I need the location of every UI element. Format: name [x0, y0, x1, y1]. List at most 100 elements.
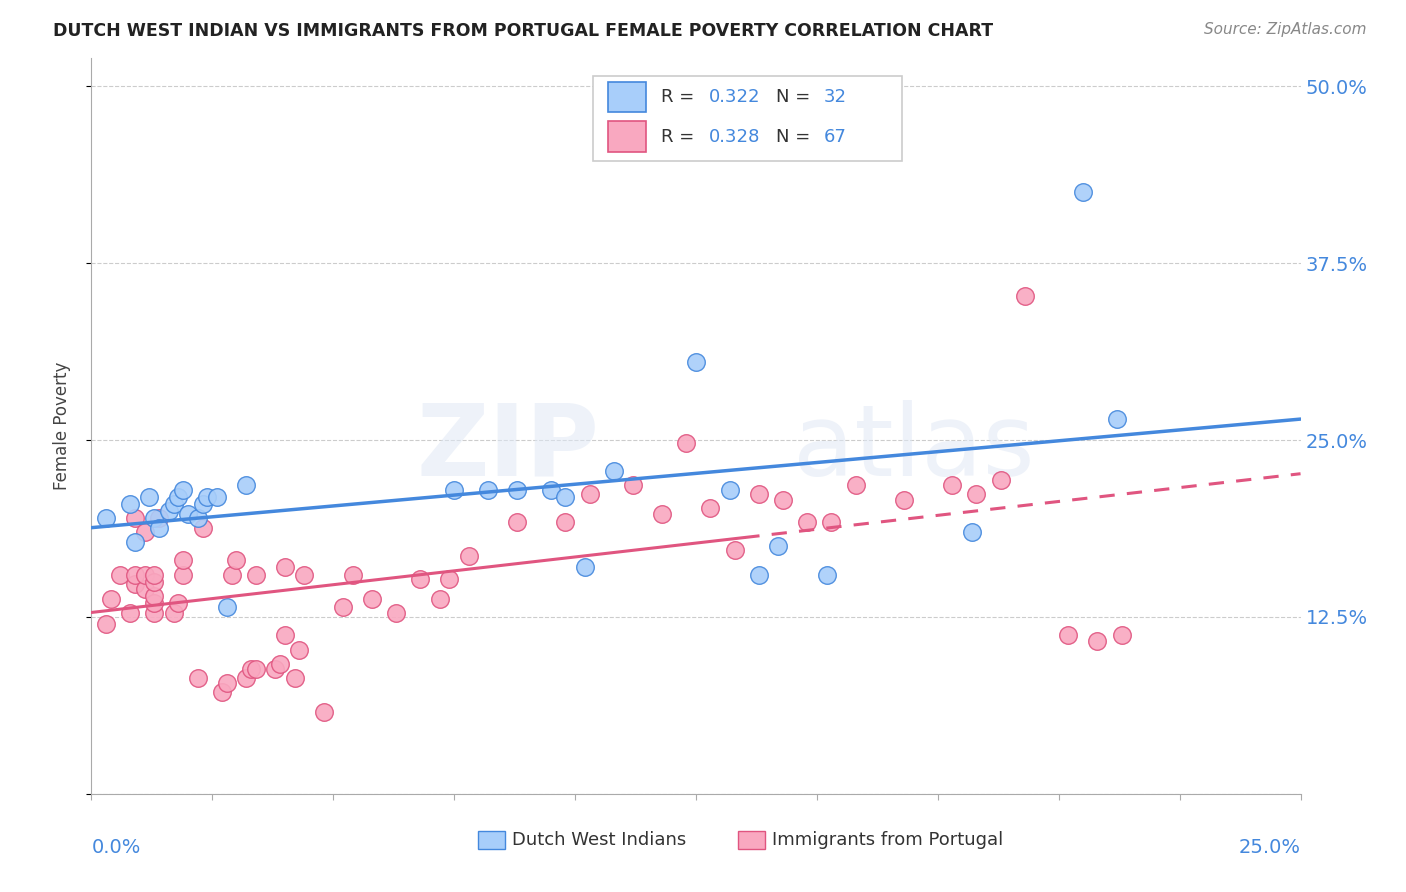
Point: [718, 483, 741, 497]
Point: [332, 600, 354, 615]
Point: [292, 567, 315, 582]
Point: [124, 511, 146, 525]
Text: Dutch West Indians: Dutch West Indians: [512, 830, 686, 848]
Point: [675, 436, 697, 450]
Point: [110, 567, 132, 582]
Bar: [738, 830, 765, 849]
Point: [554, 515, 576, 529]
Text: 32: 32: [824, 88, 848, 106]
Point: [162, 606, 184, 620]
Point: [269, 657, 291, 671]
Point: [439, 572, 461, 586]
Text: Immigrants from Portugal: Immigrants from Portugal: [772, 830, 1004, 848]
Point: [724, 543, 747, 558]
Point: [215, 600, 238, 615]
Point: [312, 705, 335, 719]
Point: [796, 515, 818, 529]
Point: [685, 355, 707, 369]
Point: [651, 507, 673, 521]
Point: [1057, 628, 1080, 642]
Point: [134, 524, 156, 539]
Point: [409, 572, 432, 586]
Point: [342, 567, 364, 582]
Point: [578, 487, 600, 501]
Point: [187, 671, 209, 685]
Point: [148, 511, 170, 525]
Point: [167, 596, 190, 610]
Point: [197, 490, 219, 504]
Point: [191, 521, 214, 535]
Point: [172, 483, 194, 497]
Point: [138, 490, 160, 504]
Point: [240, 662, 263, 676]
Point: [143, 606, 166, 620]
Point: [134, 567, 156, 582]
Point: [893, 492, 915, 507]
Point: [820, 515, 842, 529]
Point: [772, 492, 794, 507]
Text: N =: N =: [776, 128, 815, 145]
Point: [1105, 412, 1128, 426]
Point: [990, 473, 1012, 487]
Point: [134, 582, 156, 596]
Text: 0.322: 0.322: [709, 88, 761, 106]
Text: R =: R =: [661, 88, 700, 106]
Text: N =: N =: [776, 88, 815, 106]
Point: [148, 521, 170, 535]
Bar: [478, 830, 505, 849]
Point: [143, 589, 166, 603]
Point: [187, 511, 209, 525]
Point: [699, 501, 721, 516]
Text: 0.328: 0.328: [709, 128, 761, 145]
Point: [143, 596, 166, 610]
Point: [288, 642, 311, 657]
Point: [506, 483, 529, 497]
Text: 0.0%: 0.0%: [91, 838, 141, 857]
Point: [1071, 186, 1094, 200]
Text: DUTCH WEST INDIAN VS IMMIGRANTS FROM PORTUGAL FEMALE POVERTY CORRELATION CHART: DUTCH WEST INDIAN VS IMMIGRANTS FROM POR…: [53, 22, 994, 40]
Text: Source: ZipAtlas.com: Source: ZipAtlas.com: [1204, 22, 1367, 37]
Point: [143, 567, 166, 582]
Point: [215, 676, 238, 690]
Point: [235, 478, 257, 492]
Bar: [607, 121, 647, 153]
Point: [143, 574, 166, 589]
Point: [1014, 289, 1036, 303]
Point: [506, 515, 529, 529]
Point: [167, 490, 190, 504]
Bar: [607, 81, 647, 112]
Point: [94, 617, 117, 632]
Point: [235, 671, 257, 685]
Point: [845, 478, 868, 492]
Point: [443, 483, 465, 497]
Point: [477, 483, 499, 497]
Point: [361, 591, 384, 606]
Text: 67: 67: [824, 128, 846, 145]
Point: [385, 606, 408, 620]
Point: [766, 539, 789, 553]
Point: [283, 671, 305, 685]
Text: atlas: atlas: [793, 400, 1035, 497]
FancyBboxPatch shape: [593, 77, 901, 161]
Point: [172, 567, 194, 582]
Point: [124, 535, 146, 549]
Point: [748, 567, 770, 582]
Point: [574, 560, 596, 574]
Point: [621, 478, 644, 492]
Point: [157, 504, 180, 518]
Point: [191, 497, 214, 511]
Point: [540, 483, 562, 497]
Point: [221, 567, 243, 582]
Point: [120, 606, 142, 620]
Point: [245, 662, 267, 676]
Point: [94, 511, 117, 525]
Point: [205, 490, 228, 504]
Point: [815, 567, 838, 582]
Point: [941, 478, 963, 492]
Text: R =: R =: [661, 128, 700, 145]
Text: ZIP: ZIP: [416, 400, 599, 497]
Point: [264, 662, 287, 676]
Point: [603, 464, 626, 478]
Point: [429, 591, 451, 606]
Point: [274, 560, 297, 574]
